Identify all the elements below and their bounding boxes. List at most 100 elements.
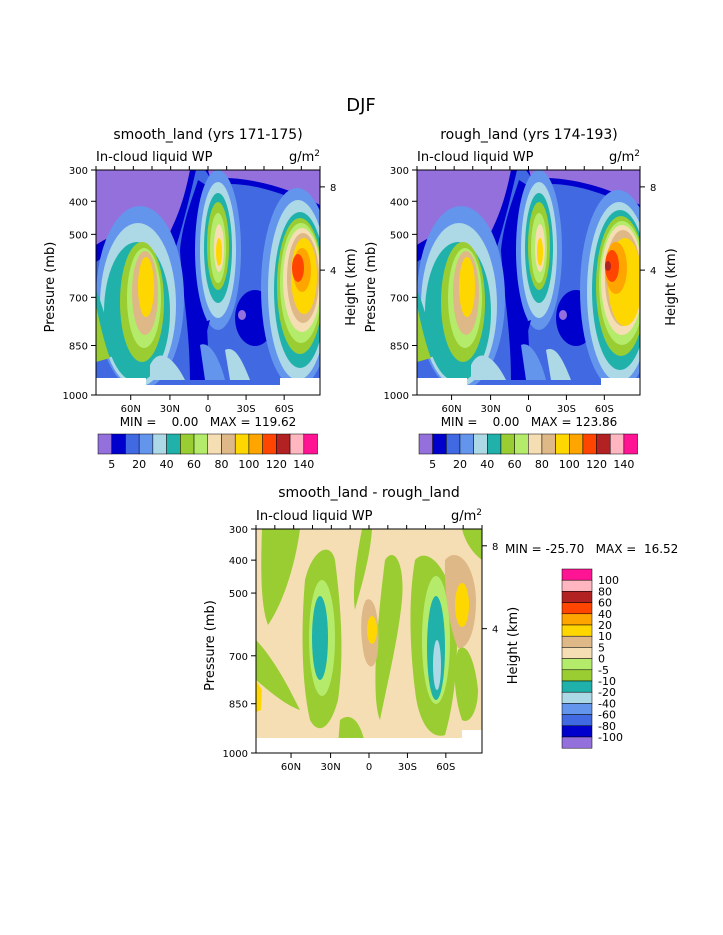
colorbar-swatch: [561, 691, 593, 704]
contour-band: [462, 529, 482, 560]
colorbar-label: 60: [508, 458, 522, 471]
missing-data: [146, 385, 320, 395]
y-tick-label: 300: [69, 166, 88, 177]
y-tick-label: 500: [229, 589, 248, 600]
colorbar-label: -20: [598, 686, 616, 699]
y-tick-label: 300: [229, 525, 248, 536]
panel-title: smooth_land - rough_land: [278, 485, 459, 501]
axes: 300 400 500 700 850 1000 8 4 60N 30N 0 30S 60S Pressu…: [203, 525, 521, 773]
colorbar-label: 5: [429, 458, 436, 471]
colorbar-label: 120: [266, 458, 287, 471]
y-tick-label: 400: [69, 197, 88, 208]
colorbar-swatch: [303, 433, 318, 455]
colorbar-swatch: [276, 433, 291, 455]
colorbar-swatch: [111, 433, 126, 455]
colorbar-label: 100: [559, 458, 580, 471]
contour-band: [96, 305, 110, 362]
missing-data: [467, 385, 640, 395]
colorbar-label: 20: [598, 619, 612, 632]
colorbar-swatch: [561, 613, 593, 626]
y2-tick-label: 8: [492, 542, 498, 553]
colorbar-label: 140: [613, 458, 634, 471]
missing-data: [601, 378, 640, 395]
contour-band: [517, 320, 531, 335]
contour-band: [417, 305, 431, 362]
colorbar-swatch: [248, 433, 263, 455]
variable-label: In-cloud liquid WP: [256, 509, 373, 524]
units-label: g/m2: [609, 149, 640, 165]
stats-label: MIN = -25.70 MAX = 16.52: [505, 542, 678, 556]
panel-smooth-land: smooth_land (yrs 171-175) In-cloud liqui…: [43, 127, 359, 471]
colorbar-swatch: [500, 433, 515, 455]
y2-tick-label: 8: [330, 183, 336, 194]
variable-label: In-cloud liquid WP: [417, 150, 534, 165]
contour-band: [546, 349, 571, 380]
panel-title: rough_land (yrs 174-193): [440, 127, 618, 143]
colorbar-label: 100: [238, 458, 259, 471]
y-tick-label: 1000: [63, 391, 88, 402]
colorbar-label: -100: [598, 731, 623, 744]
colorbar-label: 140: [293, 458, 314, 471]
suptitle: DJF: [346, 95, 376, 116]
x-tick-label: 30S: [398, 762, 417, 773]
y-axis-label: Pressure (mb): [203, 600, 218, 691]
colorbar-swatch: [262, 433, 277, 455]
x-tick-label: 60N: [441, 404, 461, 415]
colorbar-swatch: [432, 433, 447, 455]
x-tick-label: 0: [525, 404, 531, 415]
stats-label: MIN = 0.00 MAX = 123.86: [441, 415, 618, 429]
colorbar-label: 5: [108, 458, 115, 471]
panel-difference: smooth_land - rough_land In-cloud liquid…: [203, 485, 678, 773]
y2-tick-label: 8: [650, 183, 656, 194]
colorbar-swatch: [152, 433, 167, 455]
x-tick-label: 0: [205, 404, 211, 415]
x-tick-label: 60N: [281, 762, 301, 773]
y2-axis-label: Height (km): [664, 248, 679, 325]
colorbar-label: 20: [132, 458, 146, 471]
colorbar-label: 60: [187, 458, 201, 471]
y-tick-label: 1000: [223, 749, 248, 760]
x-tick-label: 60S: [595, 404, 614, 415]
y-tick-label: 700: [390, 293, 409, 304]
colorbar-swatch: [623, 433, 638, 455]
colorbar-swatch: [561, 591, 593, 603]
x-tick-label: 60S: [436, 762, 455, 773]
colorbar-swatch: [180, 433, 195, 455]
contour-band: [196, 320, 210, 335]
units-label: g/m2: [451, 508, 482, 524]
colorbar-swatch: [561, 703, 593, 715]
colorbar-swatch: [568, 433, 584, 455]
colorbar-label: 80: [535, 458, 549, 471]
colorbar-swatch: [528, 433, 543, 455]
axes: 300 400 500 700 850 1000 8 4 60N 30N 0 30S 60S Pressu…: [43, 166, 359, 415]
colorbar-label: 80: [214, 458, 228, 471]
colorbar-swatch: [582, 433, 597, 455]
missing-data: [256, 738, 482, 753]
contour-band: [353, 529, 372, 610]
y-tick-label: 500: [390, 230, 409, 241]
colorbar-swatch: [561, 736, 593, 749]
colorbar-swatch: [561, 579, 593, 592]
x-tick-label: 60S: [275, 404, 294, 415]
contour-field: [256, 529, 482, 753]
y-tick-label: 700: [229, 652, 248, 663]
contour-band: [529, 170, 640, 205]
colorbar-swatch: [207, 433, 222, 455]
y-tick-label: 850: [390, 342, 409, 353]
x-tick-label: 30S: [237, 404, 256, 415]
colorbar-swatch: [561, 647, 593, 659]
colorbar-label: 120: [586, 458, 607, 471]
colorbar-swatch: [193, 433, 209, 455]
colorbar-swatch: [561, 635, 593, 648]
colorbar-swatch: [418, 433, 433, 455]
colorbar-swatch: [561, 680, 593, 693]
colorbar-label: 60: [598, 597, 612, 610]
contour-band: [537, 238, 543, 266]
colorbar-label: 5: [598, 641, 605, 654]
panel-title: smooth_land (yrs 171-175): [113, 127, 302, 143]
x-tick-label: 0: [366, 762, 372, 773]
colorbar-swatch: [487, 433, 502, 455]
variable-label: In-cloud liquid WP: [96, 150, 213, 165]
y2-axis-label: Height (km): [506, 607, 521, 684]
